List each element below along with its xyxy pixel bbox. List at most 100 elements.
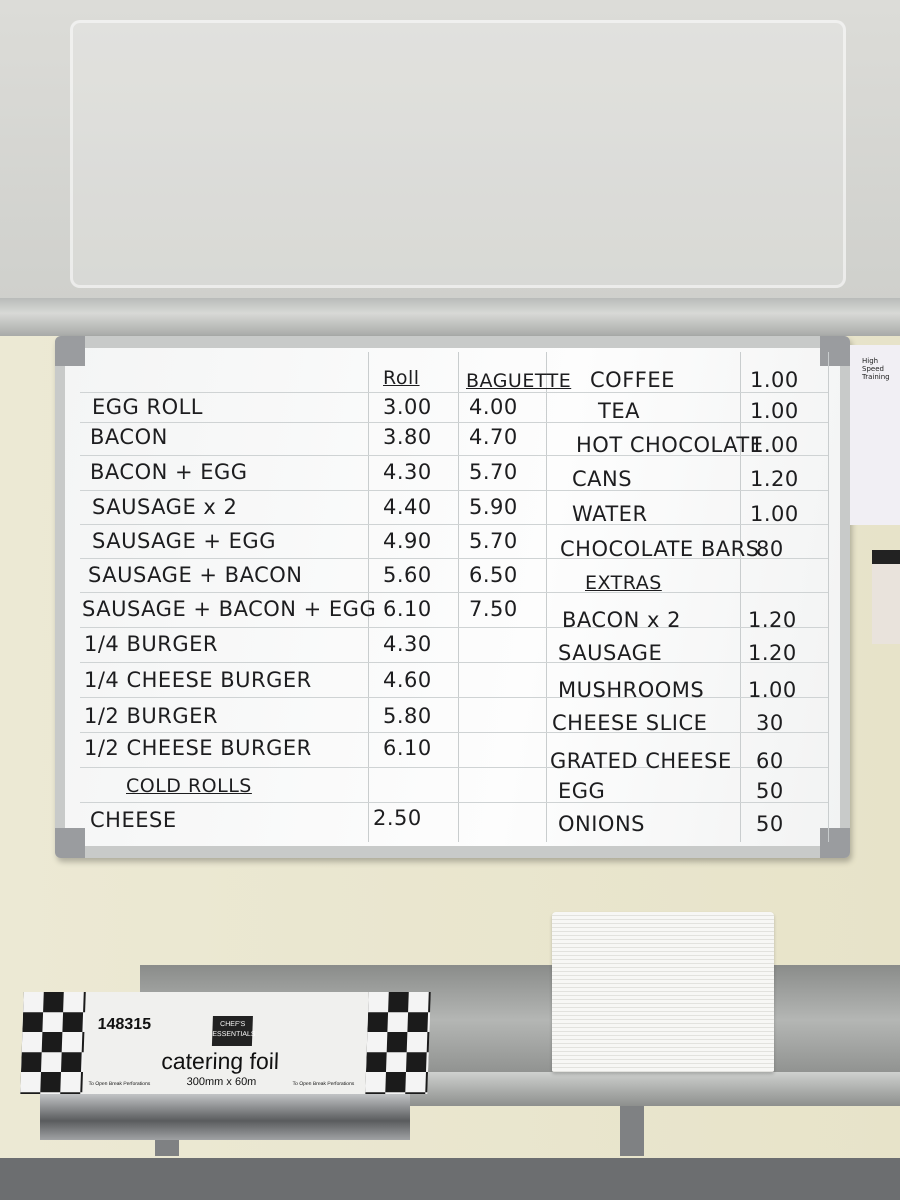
roll-price: 6.10 (383, 736, 432, 760)
row-rule (80, 392, 828, 393)
column-rule (828, 352, 829, 842)
extra-item: GRATED CHEESE (550, 749, 732, 773)
roll-price: 5.60 (383, 563, 432, 587)
roll-price: 6.10 (383, 597, 432, 621)
drink-item: CHOCOLATE BARS (560, 537, 760, 561)
food-item: SAUSAGE + BACON + EGG (82, 597, 377, 621)
food-item: 1/2 CHEESE BURGER (84, 736, 312, 760)
column-rule (740, 352, 741, 842)
extra-item: CHEESE SLICE (552, 711, 708, 735)
drink-item: WATER (572, 502, 648, 526)
extra-price: 50 (756, 779, 784, 803)
open-note: To Open Break Perforations (292, 1081, 355, 1087)
extra-item: BACON x 2 (562, 608, 681, 632)
baguette-price: 5.70 (469, 529, 518, 553)
row-rule (80, 490, 828, 491)
roll-price: 4.30 (383, 460, 432, 484)
shelf-bracket (620, 1106, 644, 1156)
food-item: SAUSAGE x 2 (92, 495, 238, 519)
row-rule (80, 455, 828, 456)
drink-item: HOT CHOCOLATE (576, 433, 764, 457)
extra-price: 1.00 (748, 678, 797, 702)
food-item: BACON (90, 425, 168, 449)
extras-header: EXTRAS (585, 572, 662, 594)
checker-pattern (365, 992, 431, 1094)
row-rule (80, 627, 828, 628)
roll-price: 4.40 (383, 495, 432, 519)
certificate-brand: High Speed Training (862, 357, 890, 381)
roll-price: 4.90 (383, 529, 432, 553)
row-rule (80, 732, 828, 733)
row-rule (80, 767, 828, 768)
extra-price: 50 (756, 812, 784, 836)
extra-price: 60 (756, 749, 784, 773)
open-note: To Open Break Perforations (88, 1081, 151, 1087)
drink-price: 1.00 (750, 399, 799, 423)
board-corner (55, 336, 85, 366)
napkin-stack (552, 912, 774, 1072)
label-sticker (872, 550, 900, 644)
baguette-price: 4.70 (469, 425, 518, 449)
row-rule (80, 422, 828, 423)
extra-item: MUSHROOMS (558, 678, 705, 702)
food-item: 1/2 BURGER (84, 704, 218, 728)
roll-price: 3.80 (383, 425, 432, 449)
aluminium-rail (0, 298, 900, 336)
cold-roll-item: CHEESE (90, 808, 177, 832)
drink-price: 1.00 (750, 368, 799, 392)
row-rule (80, 592, 828, 593)
roll-price: 4.60 (383, 668, 432, 692)
drink-price: 80 (756, 537, 784, 561)
reflected-old-menu-board (70, 20, 846, 288)
whiteboard-menu (55, 336, 850, 858)
food-item: 1/4 BURGER (84, 632, 218, 656)
extra-price: 1.20 (748, 608, 797, 632)
drink-item: COFFEE (590, 368, 675, 392)
upper-window-reflection-area (0, 0, 900, 305)
roll-price: 3.00 (383, 395, 432, 419)
cold-roll-price: 2.50 (373, 806, 422, 830)
extra-price: 30 (756, 711, 784, 735)
row-rule (80, 697, 828, 698)
header-roll: Roll (383, 367, 420, 389)
drink-price: 1.00 (750, 433, 799, 457)
roll-price: 5.80 (383, 704, 432, 728)
row-rule (80, 524, 828, 525)
baguette-price: 5.70 (469, 460, 518, 484)
drink-item: TEA (598, 399, 640, 423)
extra-price: 1.20 (748, 641, 797, 665)
food-item: SAUSAGE + EGG (92, 529, 276, 553)
roll-price: 4.30 (383, 632, 432, 656)
food-item: BACON + EGG (90, 460, 248, 484)
product-name: catering foil (160, 1048, 280, 1074)
drink-price: 1.00 (750, 502, 799, 526)
product-code: 148315 (97, 1016, 152, 1033)
extra-item: SAUSAGE (558, 641, 663, 665)
product-size: 300mm x 60m (186, 1076, 257, 1088)
column-rule (546, 352, 547, 842)
training-certificate: High Speed Training (850, 345, 900, 525)
counter-base (0, 1158, 900, 1200)
baguette-price: 6.50 (469, 563, 518, 587)
header-baguette: BAGUETTE (466, 370, 572, 392)
column-rule (458, 352, 459, 842)
column-rule (368, 352, 369, 842)
foil-sheet (40, 1092, 410, 1140)
row-rule (80, 802, 828, 803)
drink-item: CANS (572, 467, 633, 491)
row-rule (80, 662, 828, 663)
baguette-price: 5.90 (469, 495, 518, 519)
food-item: SAUSAGE + BACON (88, 563, 303, 587)
drink-price: 1.20 (750, 467, 799, 491)
extra-item: ONIONS (558, 812, 645, 836)
board-corner (820, 828, 850, 858)
food-item: EGG ROLL (92, 395, 204, 419)
extra-item: EGG (558, 779, 606, 803)
cold-rolls-header: COLD ROLLS (126, 775, 252, 797)
catering-foil-box: 148315 CHEF'S ESSENTIALS catering foil 3… (20, 992, 431, 1094)
row-rule (80, 558, 828, 559)
board-corner (55, 828, 85, 858)
food-item: 1/4 CHEESE BURGER (84, 668, 312, 692)
baguette-price: 7.50 (469, 597, 518, 621)
brand-logo: CHEF'S ESSENTIALS (211, 1016, 256, 1046)
